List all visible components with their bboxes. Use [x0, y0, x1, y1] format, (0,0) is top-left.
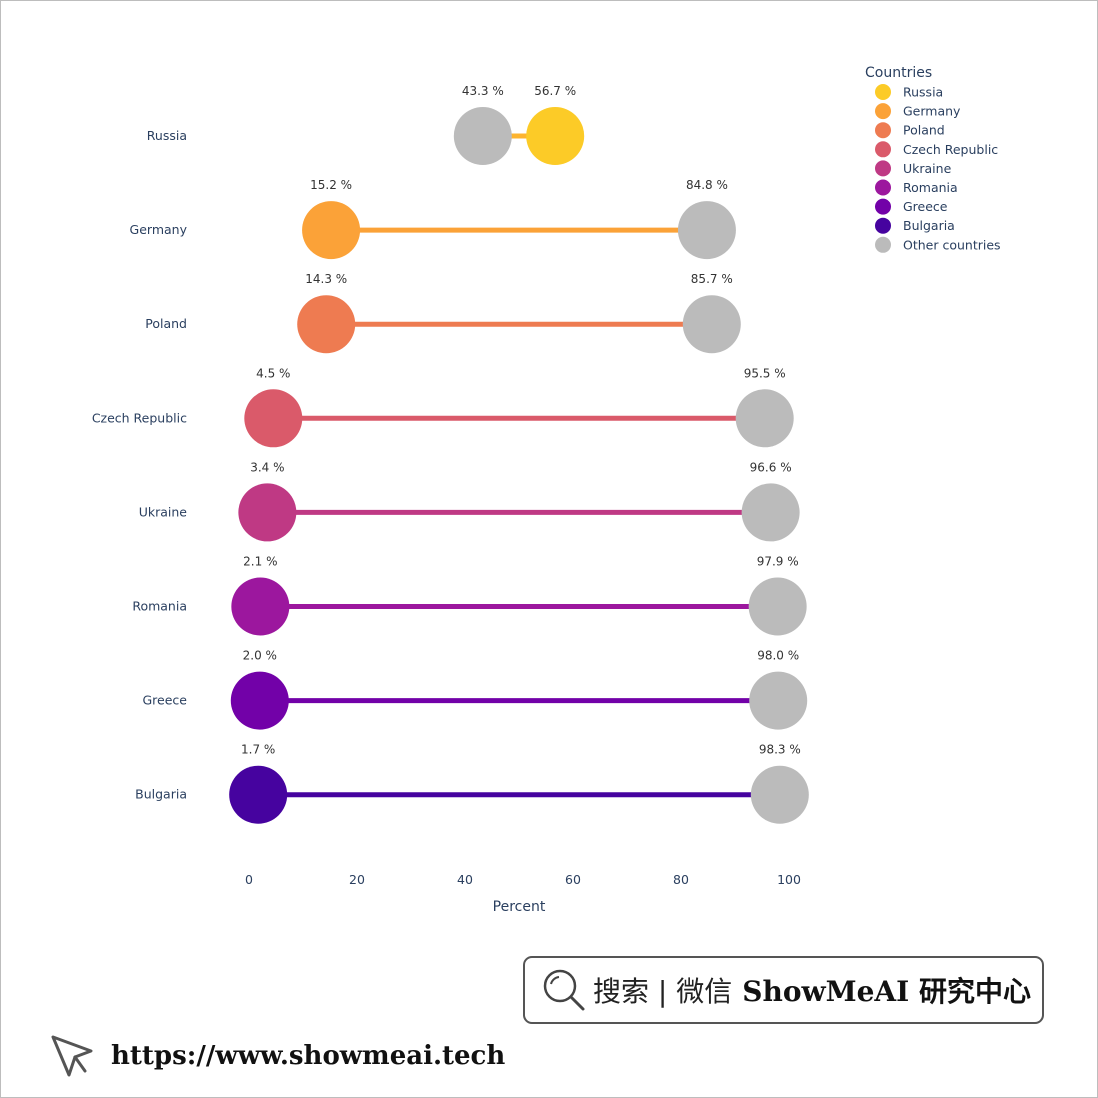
- y-tick-label-germany: Germany: [130, 222, 188, 237]
- legend-label-other-countries: Other countries: [903, 237, 1001, 252]
- brand-text: ShowMeAI 研究中心: [742, 975, 1031, 1008]
- x-tick-0: 0: [245, 872, 253, 887]
- x-tick-20: 20: [349, 872, 365, 887]
- data-markers: [229, 107, 809, 824]
- x-tick-40: 40: [457, 872, 473, 887]
- marker-other-greece: [749, 671, 808, 730]
- x-tick-80: 80: [673, 872, 689, 887]
- marker-bulgaria: [229, 765, 288, 824]
- marker-other-russia: [453, 107, 512, 165]
- x-tick-100: 100: [777, 872, 801, 887]
- legend-marker-russia: [875, 84, 891, 100]
- legend-label-romania: Romania: [903, 180, 958, 195]
- label-bulgaria: 1.7 %: [241, 743, 275, 757]
- label-other-russia: 43.3 %: [462, 84, 504, 98]
- label-czech-republic: 4.5 %: [256, 366, 290, 380]
- legend-label-poland: Poland: [903, 123, 945, 138]
- marker-germany: [302, 201, 361, 260]
- label-other-romania: 97.9 %: [757, 555, 799, 569]
- label-poland: 14.3 %: [305, 272, 347, 286]
- label-ukraine: 3.4 %: [250, 460, 284, 474]
- y-tick-label-ukraine: Ukraine: [139, 504, 188, 519]
- label-other-germany: 84.8 %: [686, 178, 728, 192]
- label-other-ukraine: 96.6 %: [750, 460, 792, 474]
- legend[interactable]: Countries Russia Germany Poland Czech Repub…: [865, 65, 1001, 253]
- marker-other-poland: [682, 295, 741, 354]
- marker-greece: [230, 671, 289, 730]
- legend-marker-greece: [875, 198, 891, 215]
- site-link[interactable]: https://www.showmeai.tech: [49, 1031, 505, 1081]
- marker-czech-republic: [244, 389, 303, 448]
- label-other-poland: 85.7 %: [691, 272, 733, 286]
- marker-other-ukraine: [741, 483, 800, 542]
- marker-romania: [231, 577, 290, 636]
- legend-marker-romania: [875, 179, 891, 196]
- legend-marker-other-countries: [875, 236, 891, 253]
- legend-label-germany: Germany: [903, 104, 961, 119]
- marker-poland: [297, 295, 356, 354]
- legend-title: Countries: [865, 65, 932, 81]
- label-other-czech-republic: 95.5 %: [744, 366, 786, 380]
- magnifier-icon: [543, 969, 585, 1011]
- legend-label-czech-republic: Czech Republic: [903, 142, 998, 157]
- y-tick-label-greece: Greece: [143, 693, 188, 708]
- data-labels: 56.7 % 43.3 % 15.2 % 84.8 % 14.3 % 85.7 % 4.5 …: [241, 84, 801, 757]
- connector-lines: [258, 133, 780, 798]
- label-germany: 15.2 %: [310, 178, 352, 192]
- legend-marker-germany: [875, 103, 891, 120]
- legend-marker-poland: [875, 122, 891, 139]
- y-tick-label-russia: Russia: [147, 128, 187, 143]
- y-tick-label-romania: Romania: [132, 599, 187, 614]
- marker-other-bulgaria: [750, 765, 809, 824]
- legend-label-ukraine: Ukraine: [903, 161, 952, 176]
- dumbbell-chart: Russia Germany Poland Czech Republic Ukraine…: [92, 65, 1001, 915]
- legend-marker-czech-republic: [875, 141, 891, 158]
- legend-marker-bulgaria: [875, 217, 891, 234]
- y-axis-labels: Russia Germany Poland Czech Republic Ukraine…: [92, 128, 188, 802]
- label-greece: 2.0 %: [243, 649, 277, 663]
- search-text: 搜索 | 微信: [593, 975, 733, 1008]
- label-other-bulgaria: 98.3 %: [759, 743, 801, 757]
- marker-russia: [526, 107, 585, 165]
- legend-label-russia: Russia: [903, 85, 943, 100]
- x-axis-ticks: 0 20 40 60 80 100: [245, 872, 801, 887]
- search-watermark: 搜索 | 微信 ShowMeAI 研究中心: [523, 956, 1044, 1024]
- y-tick-label-poland: Poland: [145, 316, 187, 331]
- legend-label-greece: Greece: [903, 199, 948, 214]
- marker-other-germany: [677, 201, 736, 260]
- y-tick-label-czech-republic: Czech Republic: [92, 410, 187, 425]
- marker-ukraine: [238, 483, 297, 542]
- label-other-greece: 98.0 %: [757, 649, 799, 663]
- marker-other-romania: [748, 577, 807, 636]
- y-tick-label-bulgaria: Bulgaria: [135, 787, 187, 802]
- label-russia: 56.7 %: [534, 84, 576, 98]
- label-romania: 2.1 %: [243, 555, 277, 569]
- marker-other-czech-republic: [735, 389, 794, 448]
- cursor-arrow-icon: [51, 1035, 93, 1077]
- site-url[interactable]: https://www.showmeai.tech: [111, 1041, 506, 1071]
- x-tick-60: 60: [565, 872, 581, 887]
- legend-label-bulgaria: Bulgaria: [903, 218, 955, 233]
- legend-marker-ukraine: [875, 160, 891, 177]
- x-axis-title: Percent: [493, 899, 546, 915]
